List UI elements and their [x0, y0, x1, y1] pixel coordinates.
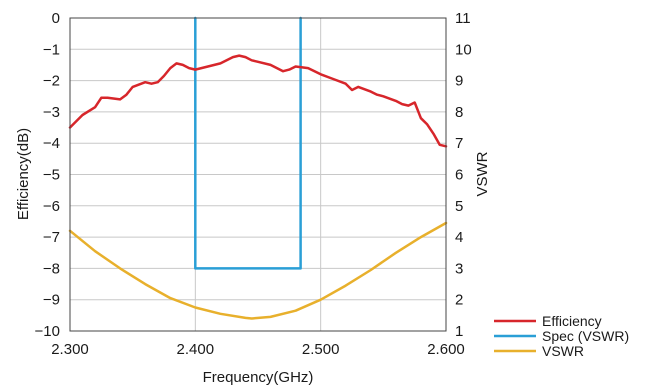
left-tick-label: −3: [43, 104, 60, 121]
left-tick-label: −9: [43, 292, 60, 309]
right-tick-label: 9: [455, 73, 463, 90]
right-axis-label: VSWR: [474, 151, 491, 196]
x-tick-label: 2.300: [51, 341, 89, 358]
left-tick-label: −1: [43, 41, 60, 58]
right-tick-label: 3: [455, 260, 463, 277]
series-line-vswr: [68, 221, 448, 320]
left-tick-label: 0: [52, 10, 60, 27]
right-tick-label: 8: [455, 104, 463, 121]
right-tick-label: 5: [455, 198, 463, 215]
right-tick-label: 7: [455, 135, 463, 152]
series-line-efficiency: [68, 54, 448, 148]
left-tick-label: −2: [43, 73, 60, 90]
series-layer: [68, 16, 448, 320]
plot-frame: [69, 17, 447, 332]
right-tick-label: 4: [455, 229, 463, 246]
left-tick-label: −4: [43, 135, 60, 152]
left-axis-label: Efficiency(dB): [15, 128, 32, 220]
x-tick-label: 2.400: [177, 341, 215, 358]
x-tick-label: 2.500: [302, 341, 340, 358]
left-tick-label: −6: [43, 198, 60, 215]
left-axis-ticks: 0 −1 −2 −3 −4 −5 −6 −7 −8 −9 −10: [35, 10, 60, 340]
x-axis-ticks: 2.300 2.400 2.500 2.600: [51, 341, 465, 358]
legend-label-vswr: VSWR: [542, 343, 584, 359]
right-tick-label: 11: [455, 10, 471, 27]
left-tick-label: −8: [43, 260, 60, 277]
right-tick-label: 2: [455, 292, 463, 309]
legend-label-efficiency: Efficiency: [542, 313, 602, 329]
right-tick-label: 1: [455, 323, 463, 340]
series-line-spec-vswr: [194, 16, 302, 270]
right-tick-label: 6: [455, 167, 463, 184]
x-tick-label: 2.600: [427, 341, 465, 358]
right-axis-ticks: 11 10 9 8 7 6 5 4 3 2 1: [455, 10, 472, 340]
left-tick-label: −5: [43, 167, 60, 184]
left-tick-label: −10: [35, 323, 60, 340]
right-tick-label: 10: [455, 41, 472, 58]
legend-label-spec-vswr: Spec (VSWR): [542, 328, 629, 344]
x-axis-label: Frequency(GHz): [203, 369, 314, 386]
left-tick-label: −7: [43, 229, 60, 246]
